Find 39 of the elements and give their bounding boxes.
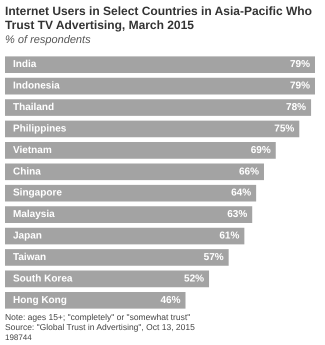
y-tick-label: Vietnam [13,144,52,156]
data-label: 75% [274,123,294,134]
text: 198744 [5,333,32,342]
y-tick-label: Indonesia [13,80,60,92]
bar [5,99,312,116]
y-tick-label: Taiwan [13,252,46,263]
y-tick-label: Singapore [13,188,62,199]
bar [5,120,300,138]
bar [5,206,252,223]
data-label: 79% [290,80,310,92]
y-tick-label: China [13,166,42,178]
data-label: 79% [290,59,310,70]
y-tick-label: South Korea [13,273,73,284]
bar [5,56,315,74]
data-label: 63% [227,209,248,220]
data-label: 66% [238,166,260,178]
bar [5,78,315,94]
data-label: 52% [184,273,204,284]
y-tick-label: Philippines [13,123,67,134]
y-tick-label: Malaysia [13,209,56,220]
source-note: Source: "Global Trust in Advertising", Oct 13, 2015 [5,322,196,332]
chart-subtitle: % of respondents [5,34,91,46]
y-tick-label: Japan [13,230,42,242]
text: Note: ages 15+; "completely" or "somewhat trust" [5,312,192,322]
data-label: 57% [204,252,224,263]
data-label: 64% [231,188,252,199]
bar [5,228,244,244]
chart-title: Internet Users in Select Countries in Asia-Pacific Who Trust TV Advertising, March 2015 [5,4,313,32]
data-label: 78% [286,102,306,114]
y-tick-label: Hong Kong [13,294,67,306]
bar [5,249,229,266]
bar [5,163,264,180]
y-tick-label: India [13,59,37,70]
data-label: 61% [219,230,240,242]
data-label: 46% [160,294,181,306]
data-label: 69% [250,144,271,156]
bar [5,142,276,159]
bar [5,184,256,202]
y-tick-label: Thailand [13,102,54,114]
